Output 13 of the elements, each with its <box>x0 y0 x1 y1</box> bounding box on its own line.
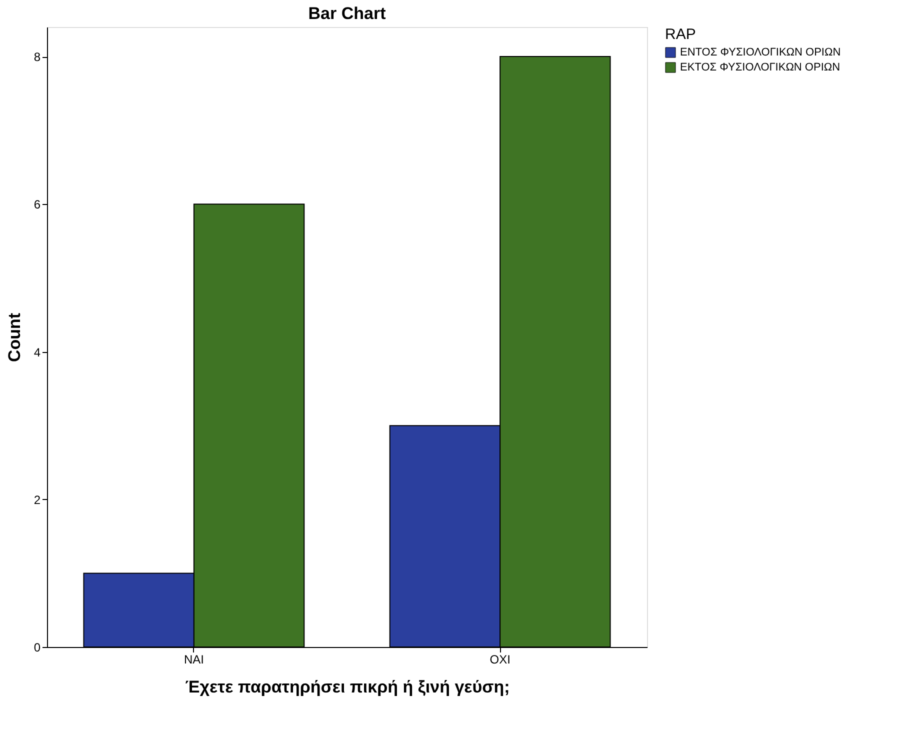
legend-label: ΕΚΤΟΣ ΦΥΣΙΟΛΟΓΙΚΩΝ ΟΡΙΩΝ <box>680 62 840 74</box>
y-tick-label: 6 <box>34 198 41 212</box>
x-axis-title: Έχετε παρατηρήσει πικρή ή ξινή γεύση; <box>185 678 510 696</box>
y-tick-label: 2 <box>34 492 41 507</box>
x-tick-label: ΝΑΙ <box>184 652 204 666</box>
legend-label: ΕΝΤΟΣ ΦΥΣΙΟΛΟΓΙΚΩΝ ΟΡΙΩΝ <box>680 46 841 58</box>
y-tick-label: 4 <box>34 345 41 360</box>
x-tick-label: ΟΧΙ <box>490 652 510 666</box>
y-tick-label: 0 <box>34 640 41 654</box>
y-tick-label: 8 <box>34 50 41 64</box>
legend-title: RAP <box>665 26 696 43</box>
chart-title: Bar Chart <box>308 4 386 23</box>
y-axis-title: Count <box>4 312 24 362</box>
